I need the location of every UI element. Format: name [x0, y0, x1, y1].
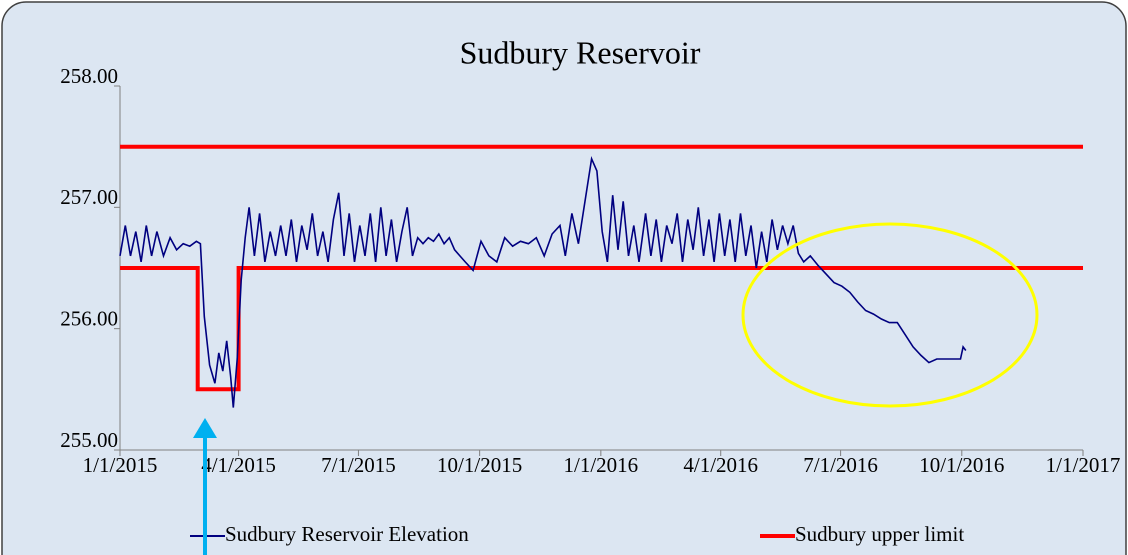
y-tick-label: 255.00	[60, 428, 118, 452]
x-tick-label: 4/1/2015	[201, 453, 276, 477]
x-tick-label: 7/1/2016	[803, 453, 878, 477]
chart-title: Sudbury Reservoir	[460, 34, 701, 70]
x-tick-label: 10/1/2015	[437, 453, 522, 477]
x-tick-label: 1/1/2016	[564, 453, 639, 477]
y-tick-label: 258.00	[60, 64, 118, 88]
y-tick-label: 257.00	[60, 185, 118, 209]
series-line	[120, 144, 1083, 392]
x-tick-label: 7/1/2015	[321, 453, 396, 477]
arrow-head	[193, 418, 217, 438]
legend-label: Sudbury upper limit	[795, 522, 964, 546]
x-tick-label: 10/1/2016	[919, 453, 1004, 477]
x-tick-label: 1/1/2017	[1046, 453, 1121, 477]
y-tick-label: 256.00	[60, 306, 118, 330]
x-tick-label: 4/1/2016	[683, 453, 758, 477]
legend-label: Sudbury Reservoir Elevation	[225, 522, 469, 546]
series-line	[119, 155, 967, 408]
x-tick-label: 1/1/2015	[83, 453, 158, 477]
plot-area: 255.00 256.00 257.00 258.00 1/1/2015 4/1/2015…	[60, 64, 1120, 546]
highlight-ellipse	[741, 222, 1039, 408]
